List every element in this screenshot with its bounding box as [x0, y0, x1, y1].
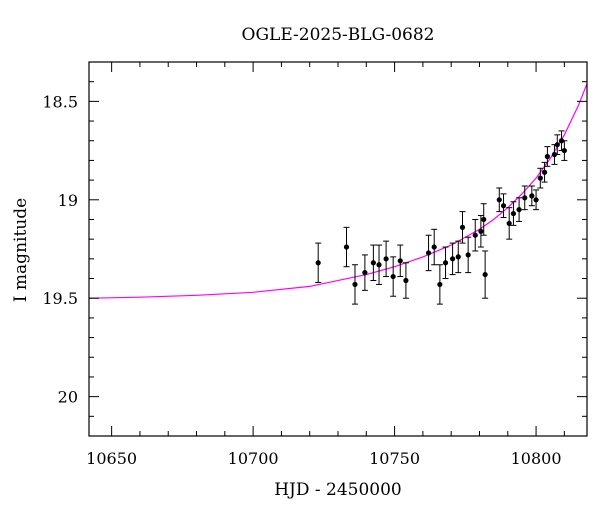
data-marker	[482, 271, 488, 278]
data-marker	[390, 273, 396, 280]
data-point	[541, 161, 548, 183]
data-point	[506, 207, 513, 240]
model-curve	[88, 83, 588, 299]
y-tick-label: 19.5	[42, 289, 78, 308]
data-point	[465, 236, 472, 274]
data-marker	[554, 142, 560, 148]
data-marker	[465, 252, 471, 258]
data-marker	[370, 260, 376, 266]
data-marker	[522, 195, 528, 201]
data-point	[383, 240, 390, 278]
y-tick-label: 20	[58, 388, 78, 407]
data-point	[351, 264, 358, 305]
data-point	[496, 187, 503, 213]
data-point	[370, 244, 377, 281]
data-marker	[431, 244, 437, 250]
data-point	[376, 244, 383, 285]
x-tick-label: 10650	[86, 449, 137, 468]
data-point	[397, 244, 404, 278]
data-marker	[425, 250, 432, 256]
data-point	[449, 242, 456, 276]
data-point	[537, 167, 544, 189]
data-marker	[449, 256, 456, 262]
data-point	[533, 189, 540, 211]
data-marker	[541, 169, 548, 175]
x-axis-label: HJD - 2450000	[274, 480, 402, 500]
model-layer	[88, 83, 588, 299]
data-marker	[533, 197, 539, 203]
tick-labels-layer: 10650 10700 10750 10800 18.5 19 19.5 20	[42, 92, 561, 468]
data-marker	[510, 210, 517, 217]
data-point	[431, 228, 438, 266]
y-tick-label: 18.5	[42, 92, 78, 111]
data-marker	[561, 147, 567, 154]
chart-title: OGLE-2025-BLG-0682	[242, 25, 435, 45]
data-marker	[459, 224, 466, 230]
data-point	[477, 215, 484, 248]
axis-ticks-layer	[89, 61, 587, 437]
data-point	[516, 197, 523, 222]
data-point	[480, 203, 487, 236]
data-marker	[343, 244, 350, 250]
y-axis-label: I magnitude	[11, 198, 31, 302]
data-point	[554, 134, 561, 156]
data-point	[521, 185, 528, 211]
data-marker	[516, 207, 522, 213]
data-point	[436, 264, 443, 305]
data-point	[390, 256, 397, 297]
data-point	[315, 242, 322, 283]
data-point	[361, 254, 368, 291]
data-marker	[544, 153, 550, 160]
data-point	[402, 262, 409, 299]
data-marker	[352, 281, 358, 288]
data-marker	[481, 216, 487, 223]
data-point	[343, 226, 350, 268]
data-marker	[537, 175, 543, 181]
data-marker	[529, 193, 535, 199]
plot-frame	[88, 61, 588, 437]
data-marker	[397, 258, 403, 264]
data-marker	[442, 260, 449, 266]
data-marker	[362, 270, 368, 276]
data-point	[442, 246, 449, 280]
data-marker	[437, 281, 443, 288]
data-marker	[403, 277, 409, 284]
x-tick-label: 10700	[228, 449, 279, 468]
data-marker	[472, 232, 478, 238]
data-point	[500, 193, 507, 219]
y-tick-label: 19	[58, 191, 78, 210]
data-point	[425, 234, 432, 272]
data-marker	[383, 256, 389, 262]
data-point	[510, 201, 517, 226]
x-tick-label: 10800	[511, 449, 562, 468]
data-marker	[496, 197, 502, 203]
data-marker	[455, 254, 461, 260]
data-marker	[506, 220, 512, 227]
data-point	[544, 146, 551, 167]
data-point	[528, 185, 535, 207]
x-tick-label: 10750	[369, 449, 420, 468]
data-marker	[478, 228, 484, 234]
data-point	[455, 240, 462, 274]
data-point	[561, 140, 568, 161]
data-marker	[315, 260, 321, 266]
data-point	[472, 218, 479, 252]
data-points-layer	[315, 130, 568, 305]
data-point	[459, 211, 466, 244]
data-marker	[500, 203, 507, 209]
data-marker	[376, 262, 382, 268]
data-point	[482, 250, 489, 299]
